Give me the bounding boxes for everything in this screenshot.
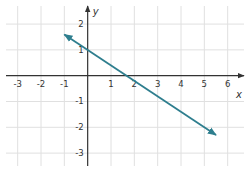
grid-line-y — [6, 127, 244, 128]
x-tick-label: -1 — [60, 79, 68, 89]
x-tick-label: 3 — [155, 79, 160, 89]
plot-area — [64, 34, 216, 135]
x-tick-label: 5 — [202, 79, 207, 89]
y-axis — [87, 6, 88, 166]
x-tick-label: -3 — [13, 79, 21, 89]
grid — [6, 6, 244, 166]
y-tick-label: -1 — [75, 96, 83, 106]
y-tick-label: -2 — [75, 122, 83, 132]
y-tick-label: -3 — [75, 148, 83, 158]
grid-line-y — [6, 101, 244, 102]
x-tick-label: -2 — [37, 79, 45, 89]
y-tick-label: 2 — [78, 19, 83, 29]
grid-line-y — [6, 24, 244, 25]
grid-line-y — [6, 49, 244, 50]
data-line — [64, 34, 216, 135]
x-tick-label: 6 — [225, 79, 230, 89]
grid-line-y — [6, 153, 244, 154]
y-axis-label: y — [92, 6, 100, 17]
x-tick-label: 1 — [108, 79, 113, 89]
x-axis-label: x — [235, 89, 242, 100]
chart-container: -3-2-1123456-3-2-112xy — [0, 0, 252, 172]
chart: -3-2-1123456-3-2-112xy — [0, 0, 252, 172]
x-tick-label: 4 — [178, 79, 183, 89]
